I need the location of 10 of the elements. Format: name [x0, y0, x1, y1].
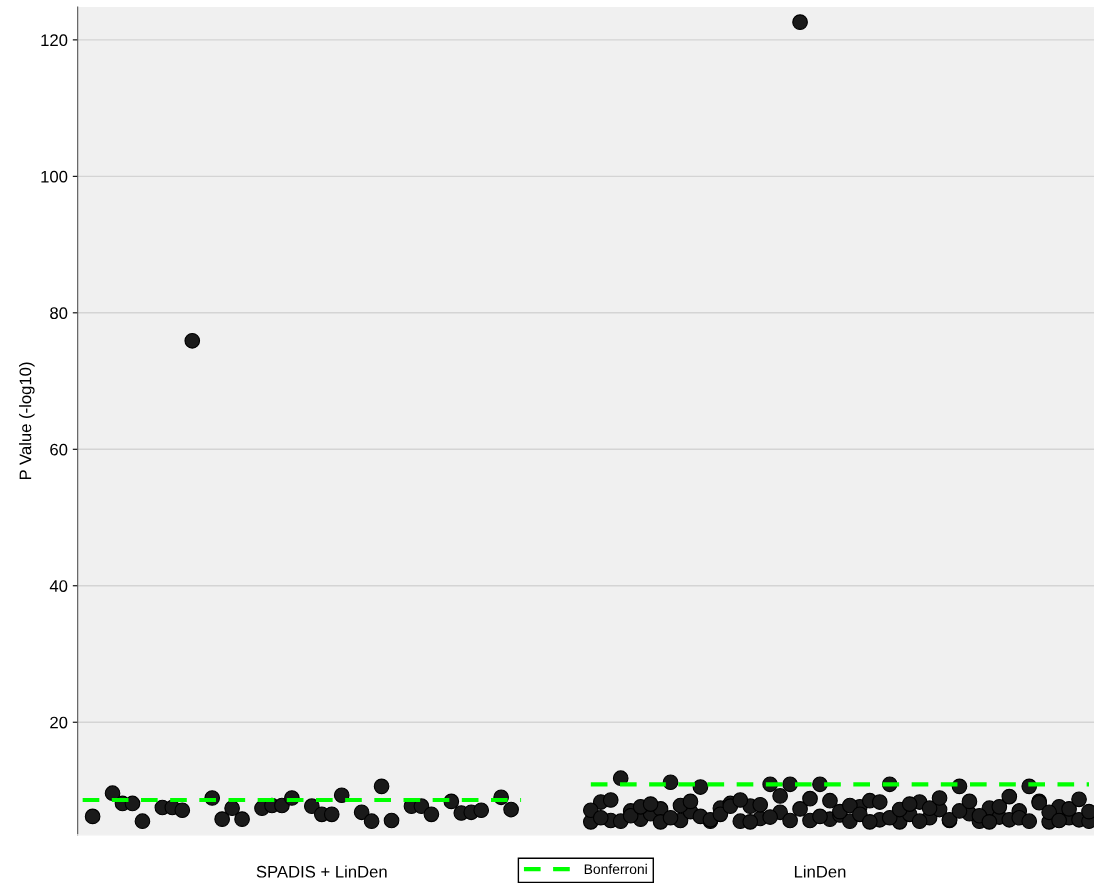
y-tick-label: 60	[50, 443, 68, 456]
x-tick-label: SPADIS + LinDen	[256, 865, 387, 878]
y-tick-label: 40	[49, 580, 68, 592]
legend-label: Bonferroni	[584, 863, 647, 875]
x-tick-label: LinDen	[794, 865, 846, 878]
y-tick-label: 20	[50, 716, 68, 729]
y-tick-label: 80	[50, 307, 68, 320]
y-axis-title: P Value (-log10)	[19, 362, 35, 480]
y-tick-label: 120	[41, 34, 68, 47]
y-tick-label: 100	[41, 170, 68, 183]
